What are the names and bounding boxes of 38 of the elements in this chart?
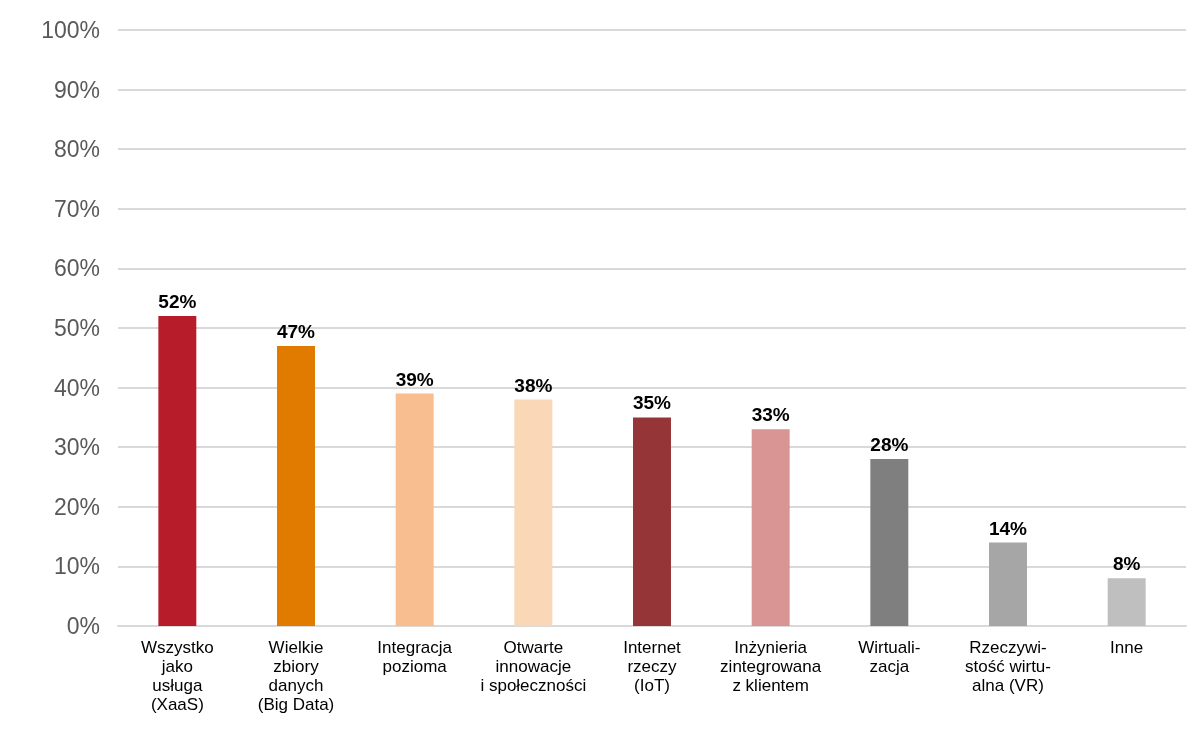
data-label: 47% xyxy=(276,320,316,342)
data-label: 52% xyxy=(158,291,197,313)
bar xyxy=(633,417,671,626)
y-tick-label: 80% xyxy=(53,136,100,163)
data-label: 35% xyxy=(632,392,672,414)
y-tick-label: 30% xyxy=(53,434,100,461)
y-tick-label: 100% xyxy=(41,17,100,43)
bar xyxy=(870,459,909,626)
bar xyxy=(751,429,790,626)
x-tick-label: Rzeczywi- stość wirtu- alna (VR) xyxy=(965,638,1051,695)
x-tick-label: Wirtuali- zacja xyxy=(858,638,921,676)
x-tick-label: Inżynieria zintegrowana z klientem xyxy=(720,638,822,695)
y-tick-label: 60% xyxy=(53,255,100,282)
x-tick-label: Inne xyxy=(1110,638,1144,657)
data-label: 39% xyxy=(395,368,434,390)
x-tick-label: Wszystko jako usługa (XaaS) xyxy=(140,638,214,714)
bar xyxy=(514,399,553,626)
data-label: 38% xyxy=(514,374,553,396)
x-tick-label: Integracja pozioma xyxy=(377,638,453,676)
data-label: 33% xyxy=(751,404,790,426)
x-tick-label: Otwarte innowacje i społeczności xyxy=(480,638,587,695)
data-label: 28% xyxy=(870,434,909,456)
bar xyxy=(277,345,315,626)
data-label: 8% xyxy=(1112,553,1141,575)
data-label: 14% xyxy=(988,517,1028,539)
x-tick-label: Internet rzeczy (IoT) xyxy=(623,638,682,695)
y-tick-label: 70% xyxy=(53,195,100,222)
y-tick-label: 10% xyxy=(53,553,100,580)
x-tick-label: Wielkie zbiory danych (Big Data) xyxy=(257,638,335,714)
y-tick-label: 20% xyxy=(53,493,100,520)
y-tick-label: 90% xyxy=(53,76,100,103)
y-tick-label: 0% xyxy=(66,613,100,639)
y-tick-label: 40% xyxy=(53,374,100,401)
bar xyxy=(989,542,1027,626)
bar xyxy=(1107,578,1146,626)
y-tick-label: 50% xyxy=(53,315,100,341)
bar xyxy=(158,316,197,626)
bar xyxy=(395,393,434,626)
